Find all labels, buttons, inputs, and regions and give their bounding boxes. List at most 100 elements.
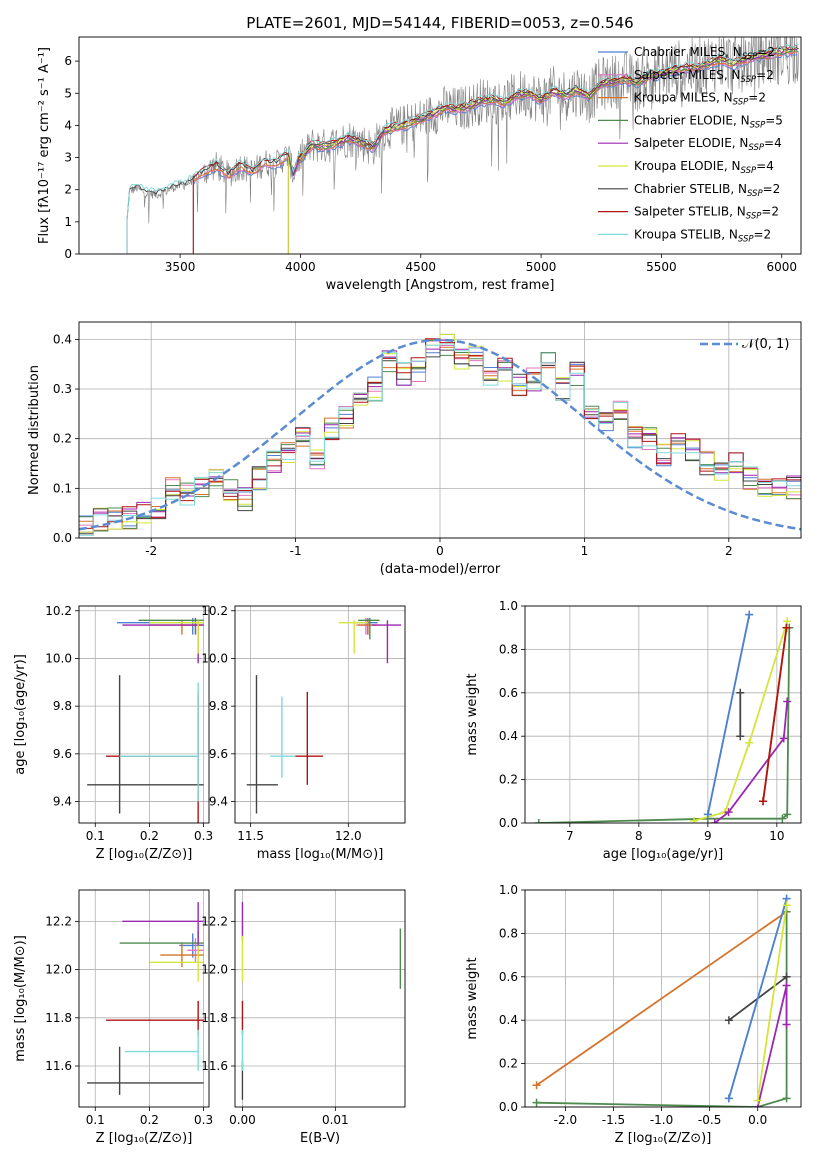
plot-area-massweight-vs-age	[534, 610, 794, 823]
y-axis-label: Flux [fλ10⁻¹⁷ erg cm⁻² s⁻¹ A⁻¹]	[37, 47, 52, 244]
x-axis-label: wavelength [Angstrom, rest frame]	[326, 278, 555, 293]
y-tick-label: 0.2	[499, 773, 518, 787]
legend-label: Salpeter MILES, NSSP=2	[634, 68, 774, 85]
y-tick-label: 0.8	[499, 642, 518, 656]
panel-age-vs-mass: 11.5 12.0 9.4 9.6 9.8 10.0 10.2 mass [log₁₀(M/M…	[201, 604, 406, 862]
y-tick-label: 12.0	[45, 963, 72, 977]
y-tick-label: 11.6	[45, 1059, 72, 1073]
hist-kroupa-stelib	[79, 343, 801, 536]
series-point-salpeter-elodie	[779, 734, 788, 743]
x-tick-label: 10	[769, 829, 784, 843]
y-tick-label: 9.4	[209, 795, 228, 809]
y-tick-label: 1	[64, 215, 72, 229]
series-point-chabrier-elodie	[534, 819, 543, 823]
series-point-chabrier-miles	[745, 610, 754, 619]
y-tick-label: 0.4	[499, 729, 518, 743]
series-point-salpeter-elodie	[783, 697, 792, 706]
series-point-salpeter-elodie	[710, 819, 719, 823]
model-line-salpeter-elodie	[79, 47, 799, 254]
y-tick-label: 0.6	[499, 970, 518, 984]
x-axis-label: Z [log₁₀(Z/Z⊙)]	[96, 1131, 193, 1146]
axes-frame	[524, 605, 802, 824]
series-point-chabrier-miles	[724, 1094, 733, 1103]
axes-frame	[234, 605, 406, 824]
spectrum-legend: Chabrier MILES, NSSP=2 Salpeter MILES, NS…	[598, 45, 783, 244]
x-tick-label: 0.00	[229, 1113, 256, 1127]
y-tick-label: 0.0	[499, 1100, 518, 1114]
y-tick-label: 0.4	[499, 1013, 518, 1027]
figure-title: PLATE=2601, MJD=54144, FIBERID=0053, z=0…	[246, 14, 633, 32]
series-point-chabrier-stelib	[782, 972, 791, 981]
x-tick-label: 8	[635, 829, 643, 843]
y-tick-label: 9.4	[53, 795, 72, 809]
y-tick-label: 0.0	[53, 531, 72, 545]
y-tick-label: 12.2	[45, 914, 72, 928]
panel-spectrum: 3500 4000 4500 5000 5500 6000 0 1 2 3 4 5 6 wavelengt…	[37, 36, 802, 293]
panel-mass-vs-Z: 0.1 0.2 0.3 11.6 11.8 12.0 12.2 Z [log₁₀(Z/Z⊙)]…	[13, 889, 213, 1146]
panel-residuals: -2 -1 0 1 2 0.0 0.1 0.2 0.3 0.4 (data-model)/error…	[27, 321, 802, 577]
x-tick-label: 9	[704, 829, 712, 843]
x-tick-label: 0	[436, 544, 444, 558]
x-tick-label: 1	[581, 544, 589, 558]
legend-label: Kroupa ELODIE, NSSP=4	[634, 159, 774, 176]
plot-area-age-vs-Z	[87, 617, 204, 823]
x-tick-label: 6000	[766, 260, 797, 274]
series-point-salpeter-elodie	[724, 808, 733, 817]
axes-frame	[234, 889, 406, 1108]
series-point-kroupa-elodie	[690, 816, 699, 823]
y-tick-label: 1.0	[499, 883, 518, 897]
x-tick-label: 0.01	[322, 1113, 349, 1127]
y-tick-label: 10.2	[45, 604, 72, 618]
y-tick-label: 0.2	[499, 1057, 518, 1071]
x-tick-label: -2.0	[554, 1113, 577, 1127]
legend-label: Salpeter STELIB, NSSP=2	[634, 205, 779, 222]
x-axis-label: Z [log₁₀(Z/Z⊙)]	[615, 1131, 712, 1146]
x-tick-label: 0.2	[140, 829, 159, 843]
x-tick-label: -1	[290, 544, 302, 558]
y-tick-label: 0	[64, 247, 72, 261]
y-tick-label: 0.1	[53, 481, 72, 495]
axes-frame	[524, 889, 802, 1108]
series-point-kroupa-elodie	[753, 1096, 762, 1105]
y-tick-label: 5	[64, 86, 72, 100]
legend-label: Salpeter ELODIE, NSSP=4	[634, 136, 782, 153]
x-tick-label: 5000	[526, 260, 557, 274]
series-point-chabrier-stelib	[724, 1016, 733, 1025]
x-tick-label: 0.1	[86, 1113, 105, 1127]
y-tick-label: 12.2	[201, 914, 228, 928]
x-tick-label: -1.0	[650, 1113, 673, 1127]
series-point-salpeter-elodie	[782, 1020, 791, 1029]
y-axis-label: mass weight	[465, 673, 480, 755]
axes-frame	[78, 889, 210, 1108]
x-axis-label: Z [log₁₀(Z/Z⊙)]	[96, 847, 193, 862]
y-tick-label: 9.6	[209, 747, 228, 761]
y-tick-label: 4	[64, 118, 72, 132]
series-point-kroupa-elodie	[782, 901, 791, 910]
y-tick-label: 11.6	[201, 1059, 228, 1073]
y-tick-label: 12.0	[201, 963, 228, 977]
series-point-chabrier-miles	[703, 810, 712, 819]
series-line-chabrier-miles	[728, 898, 788, 1099]
y-tick-label: 6	[64, 54, 72, 68]
series-point-salpeter-stelib	[782, 623, 791, 632]
series-point-salpeter-elodie	[782, 981, 791, 990]
x-tick-label: 0.3	[194, 1113, 213, 1127]
y-tick-label: 0.6	[499, 686, 518, 700]
x-tick-label: 11.5	[237, 829, 264, 843]
x-tick-label: -0.5	[698, 1113, 721, 1127]
x-tick-label: 12.0	[335, 829, 362, 843]
plot-area-massweight-vs-Z	[532, 894, 791, 1107]
data-spectrum-line	[126, 37, 799, 224]
series-point-chabrier-elodie	[532, 1098, 541, 1107]
y-tick-label: 3	[64, 151, 72, 165]
axes-frame	[78, 36, 802, 255]
y-tick-label: 9.6	[53, 747, 72, 761]
y-axis-label: age [log₁₀(age/yr)]	[13, 654, 28, 775]
panel-massweight-vs-Z: -2.0 -1.5 -1.0 -0.5 0.0 0.0 0.2 0.4 0.6 0.8 1.0 Z […	[465, 883, 802, 1146]
series-line-kroupa-elodie	[756, 905, 788, 1101]
series-line-salpeter-stelib	[762, 627, 788, 802]
model-line-chabrier-stelib	[79, 46, 799, 254]
plot-area-spectrum	[79, 37, 799, 254]
x-tick-label: 3500	[165, 260, 196, 274]
